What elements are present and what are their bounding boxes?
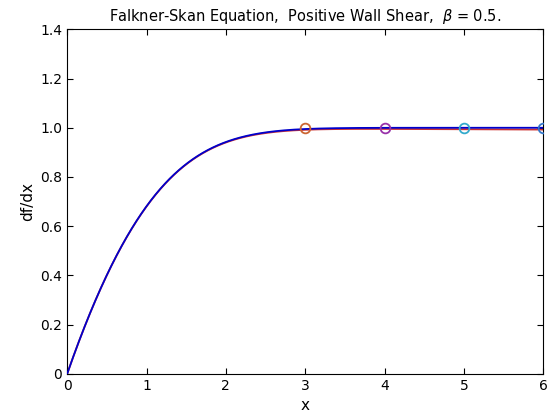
Title: Falkner-Skan Equation,  Positive Wall Shear,  $\beta$ = 0.5.: Falkner-Skan Equation, Positive Wall She… [109,7,501,26]
X-axis label: x: x [301,398,310,413]
Y-axis label: df/dx: df/dx [20,182,35,221]
